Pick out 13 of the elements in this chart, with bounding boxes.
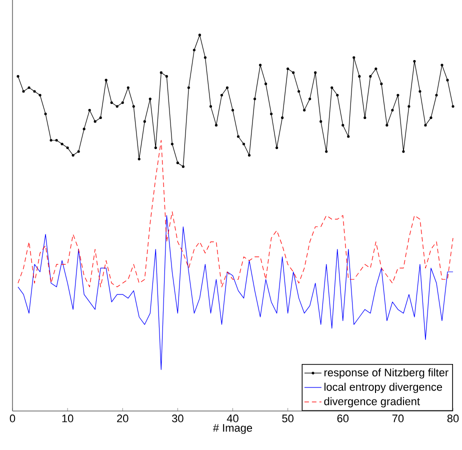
x-tick-label: 30 [172,414,184,422]
x-tick-label: 50 [282,414,294,422]
x-tick-label: 0 [10,414,16,422]
legend-label: local entropy divergence [324,382,442,393]
x-tick-label: 80 [447,414,459,422]
legend-label: divergence gradient [324,397,420,408]
x-tick-label: 20 [117,414,128,422]
x-tick-label: 10 [62,414,74,422]
legend-label: response of Nitzberg filter [324,368,448,379]
x-axis-title: # Image [213,424,252,434]
x-tick-label: 70 [392,414,404,422]
x-tick-label: 40 [226,414,238,422]
x-tick-label: 60 [337,414,349,422]
